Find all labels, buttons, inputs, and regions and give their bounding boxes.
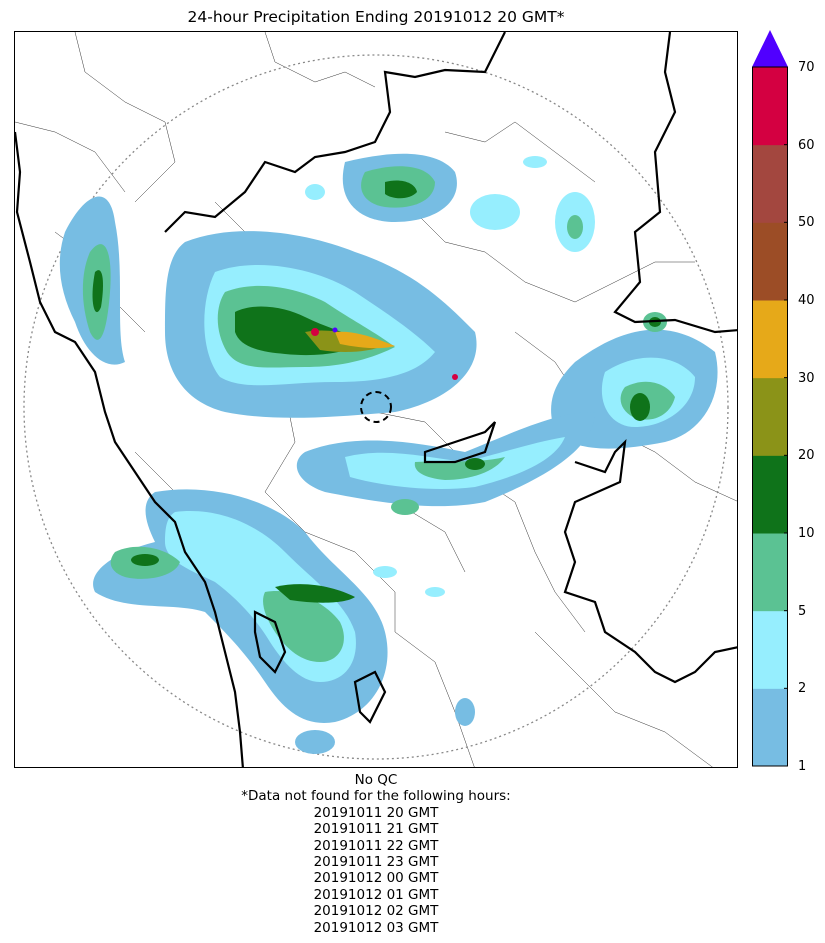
colorbar-tick-label: 60 bbox=[798, 137, 815, 153]
missing-hour: 20191012 03 GMT bbox=[313, 919, 439, 936]
missing-hour: 20191011 23 GMT bbox=[313, 854, 439, 871]
colorbar-tick-label: 70 bbox=[798, 60, 815, 75]
map-title: 24-hour Precipitation Ending 20191012 20… bbox=[187, 8, 565, 26]
missing-hour: 20191012 00 GMT bbox=[313, 870, 439, 887]
map-canvas bbox=[15, 32, 737, 767]
colorbar-tick-label: 2 bbox=[798, 681, 807, 697]
colorbar-tick-label: 50 bbox=[798, 215, 815, 231]
precipitation-field bbox=[59, 153, 718, 754]
colorbar-tick-label: 1 bbox=[798, 759, 807, 774]
colorbar-bin bbox=[752, 610, 788, 689]
colorbar-tick-label: 10 bbox=[798, 526, 815, 541]
missing-hour: 20191012 01 GMT bbox=[313, 886, 439, 903]
colorbar-bin bbox=[752, 300, 788, 379]
colorbar-bin bbox=[752, 533, 788, 612]
colorbar-tick-label: 40 bbox=[798, 293, 815, 308]
missing-hour: 20191011 21 GMT bbox=[313, 821, 439, 838]
missing-hour: 20191011 20 GMT bbox=[313, 804, 439, 821]
qc-note: No QC bbox=[354, 772, 398, 788]
colorbar-bin bbox=[752, 222, 788, 301]
colorbar bbox=[752, 30, 788, 767]
colorbar-tick-label: 30 bbox=[798, 370, 815, 386]
colorbar-bin bbox=[752, 455, 788, 534]
missing-hour: 20191011 22 GMT bbox=[313, 837, 439, 854]
state-boundaries bbox=[15, 32, 737, 767]
colorbar-bin bbox=[752, 67, 788, 146]
map-notes: No QC *Data not found for the following … bbox=[14, 772, 738, 936]
radar-range-ring bbox=[23, 54, 729, 760]
missing-hour: 20191012 02 GMT bbox=[313, 903, 439, 920]
colorbar-extend-arrow bbox=[752, 30, 788, 67]
missing-data-header: *Data not found for the following hours: bbox=[241, 788, 511, 805]
colorbar-tick-label: 5 bbox=[798, 603, 807, 619]
radar-site-marker bbox=[360, 391, 392, 423]
colorbar-bin bbox=[752, 144, 788, 223]
colorbar-tick-label: 20 bbox=[798, 448, 815, 464]
colorbar-bin bbox=[752, 688, 788, 767]
colorbar-bin bbox=[752, 377, 788, 456]
precipitation-map[interactable] bbox=[14, 31, 738, 768]
